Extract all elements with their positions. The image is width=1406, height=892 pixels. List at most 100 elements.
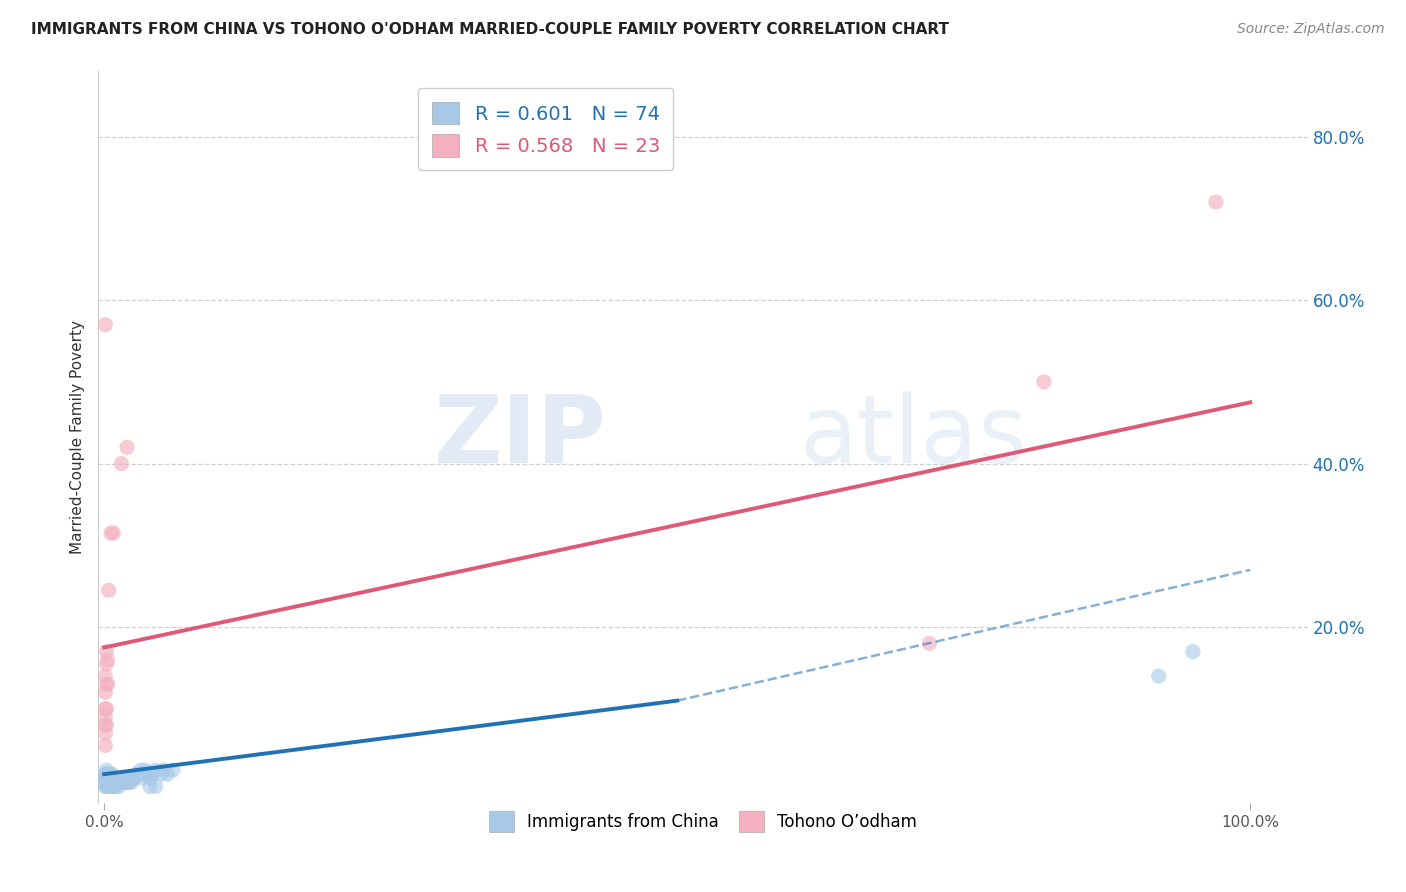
Point (110, 772, 132, 786)
Point (115, 775, 138, 789)
Point (103, 772, 125, 786)
Point (114, 772, 136, 786)
Point (145, 780, 167, 794)
Point (97, 780, 120, 794)
Point (117, 775, 139, 789)
Point (94, 702, 117, 716)
Point (121, 772, 143, 786)
Point (96, 763, 118, 777)
Point (97, 780, 120, 794)
Point (108, 780, 131, 794)
Point (101, 780, 124, 794)
Point (107, 772, 129, 786)
Point (94, 767, 117, 781)
Point (104, 775, 127, 789)
Point (103, 526, 125, 541)
Point (94, 318, 117, 332)
Point (1181, 645, 1204, 659)
Point (96, 772, 118, 786)
Point (96, 775, 118, 789)
Point (94, 775, 117, 789)
Point (100, 775, 122, 789)
Point (150, 767, 173, 781)
Point (115, 775, 138, 789)
Point (139, 772, 162, 786)
Point (101, 767, 124, 781)
Point (115, 440, 138, 454)
Point (1033, 375, 1056, 389)
Point (97, 767, 120, 781)
Point (100, 772, 122, 786)
Point (94, 726, 117, 740)
Point (96, 645, 118, 659)
Point (136, 767, 159, 781)
Legend: Immigrants from China, Tohono O’odham: Immigrants from China, Tohono O’odham (482, 805, 924, 838)
Text: Source: ZipAtlas.com: Source: ZipAtlas.com (1237, 22, 1385, 37)
Point (156, 767, 179, 781)
Point (97, 677, 120, 691)
Point (131, 772, 153, 786)
Point (162, 763, 184, 777)
Text: IMMIGRANTS FROM CHINA VS TOHONO O'ODHAM MARRIED-COUPLE FAMILY POVERTY CORRELATIO: IMMIGRANTS FROM CHINA VS TOHONO O'ODHAM … (31, 22, 949, 37)
Point (114, 775, 136, 789)
Point (97, 772, 120, 786)
Point (128, 767, 150, 781)
Point (97, 775, 120, 789)
Point (110, 457, 132, 471)
Point (96, 657, 118, 671)
Point (97, 772, 120, 786)
Point (110, 775, 132, 789)
Point (134, 763, 156, 777)
Point (112, 775, 135, 789)
Point (97, 767, 120, 781)
Point (98, 767, 121, 781)
Point (94, 772, 117, 786)
Point (100, 526, 122, 541)
Point (94, 780, 117, 794)
Point (1147, 669, 1170, 683)
Point (98, 772, 121, 786)
Point (103, 780, 125, 794)
Point (97, 775, 120, 789)
Point (103, 775, 125, 789)
Point (141, 767, 163, 781)
Point (101, 772, 124, 786)
Point (98, 775, 121, 789)
Point (120, 772, 142, 786)
Point (122, 772, 145, 786)
Point (139, 780, 162, 794)
Text: ZIP: ZIP (433, 391, 606, 483)
Point (129, 763, 152, 777)
Point (96, 780, 118, 794)
Point (97, 653, 120, 667)
Point (152, 763, 174, 777)
Point (103, 780, 125, 794)
Point (918, 636, 941, 650)
Point (108, 775, 131, 789)
Point (96, 677, 118, 691)
Point (1205, 195, 1227, 210)
Point (96, 702, 118, 716)
Point (103, 775, 125, 789)
Point (125, 767, 148, 781)
Point (94, 710, 117, 724)
Point (101, 775, 124, 789)
Point (96, 718, 118, 732)
Point (145, 763, 167, 777)
Point (115, 772, 138, 786)
Point (94, 739, 117, 753)
Point (104, 772, 127, 786)
Point (100, 780, 122, 794)
Point (107, 775, 129, 789)
Point (118, 775, 141, 789)
Point (96, 767, 118, 781)
Point (111, 775, 134, 789)
Point (97, 583, 120, 598)
Point (98, 780, 121, 794)
Point (94, 718, 117, 732)
Text: atlas: atlas (800, 391, 1028, 483)
Point (104, 780, 127, 794)
Y-axis label: Married-Couple Family Poverty: Married-Couple Family Poverty (69, 320, 84, 554)
Point (121, 775, 143, 789)
Point (94, 685, 117, 699)
